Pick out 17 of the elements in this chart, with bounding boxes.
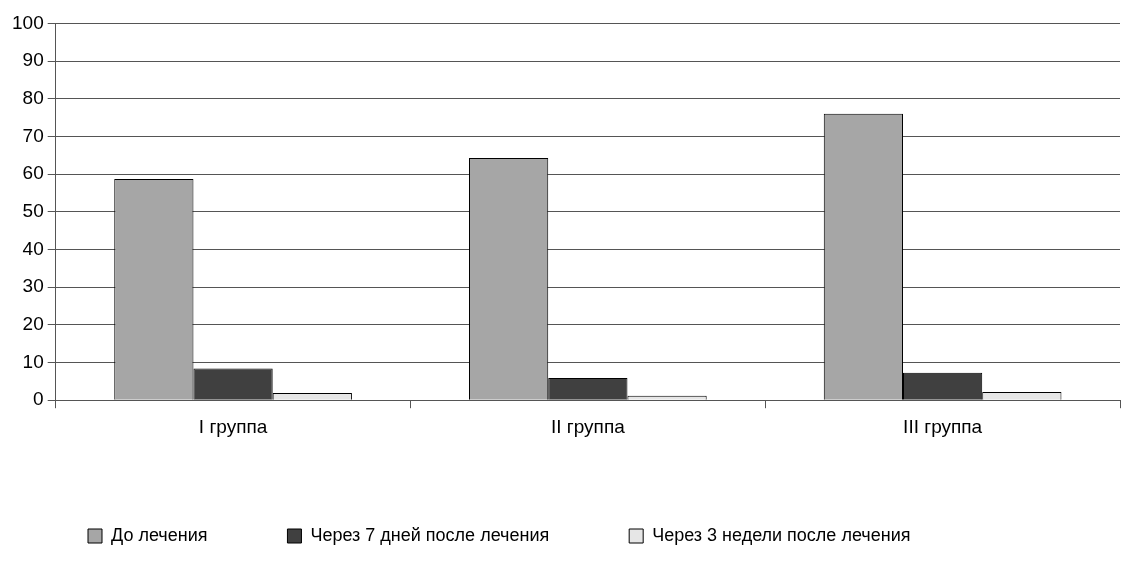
x-tick-label: III группа: [903, 415, 983, 437]
y-tick-label: 40: [22, 237, 44, 259]
y-tick-label: 70: [22, 124, 44, 146]
legend-label: Через 7 дней после лечения: [310, 524, 550, 545]
legend-label: Через 3 недели после лечения: [652, 524, 911, 545]
y-tick-label: 100: [12, 11, 44, 33]
legend-label: До лечения: [111, 524, 208, 545]
y-tick-label: 80: [22, 86, 44, 108]
y-tick-label: 0: [33, 388, 44, 410]
x-tick-label: I группа: [198, 415, 268, 437]
y-tick-label: 10: [22, 350, 44, 372]
y-tick-label: 30: [22, 275, 44, 297]
y-tick-label: 20: [22, 313, 44, 335]
y-tick-label: 90: [22, 49, 44, 71]
y-tick-label: 60: [22, 162, 44, 184]
x-tick-label: II группа: [550, 415, 626, 437]
y-tick-label: 50: [22, 200, 44, 222]
